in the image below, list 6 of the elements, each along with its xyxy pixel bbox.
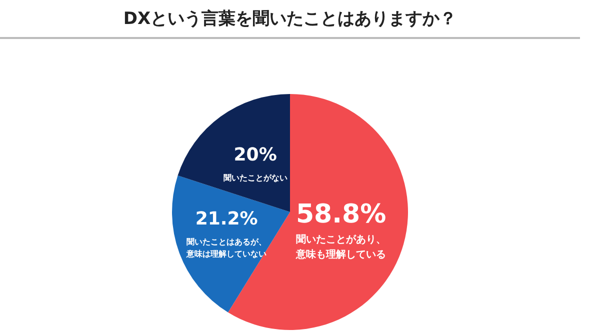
slice-label: 聞いたことがあり、意味も理解している (295, 233, 386, 260)
data-label: 58.8% (296, 199, 386, 230)
data-label: 21.2% (195, 208, 258, 230)
slice-label: 聞いたことがない (223, 173, 288, 182)
chart-title: DXという言葉を聞いたことはありますか？ (123, 9, 457, 29)
data-label: 20% (234, 144, 277, 166)
